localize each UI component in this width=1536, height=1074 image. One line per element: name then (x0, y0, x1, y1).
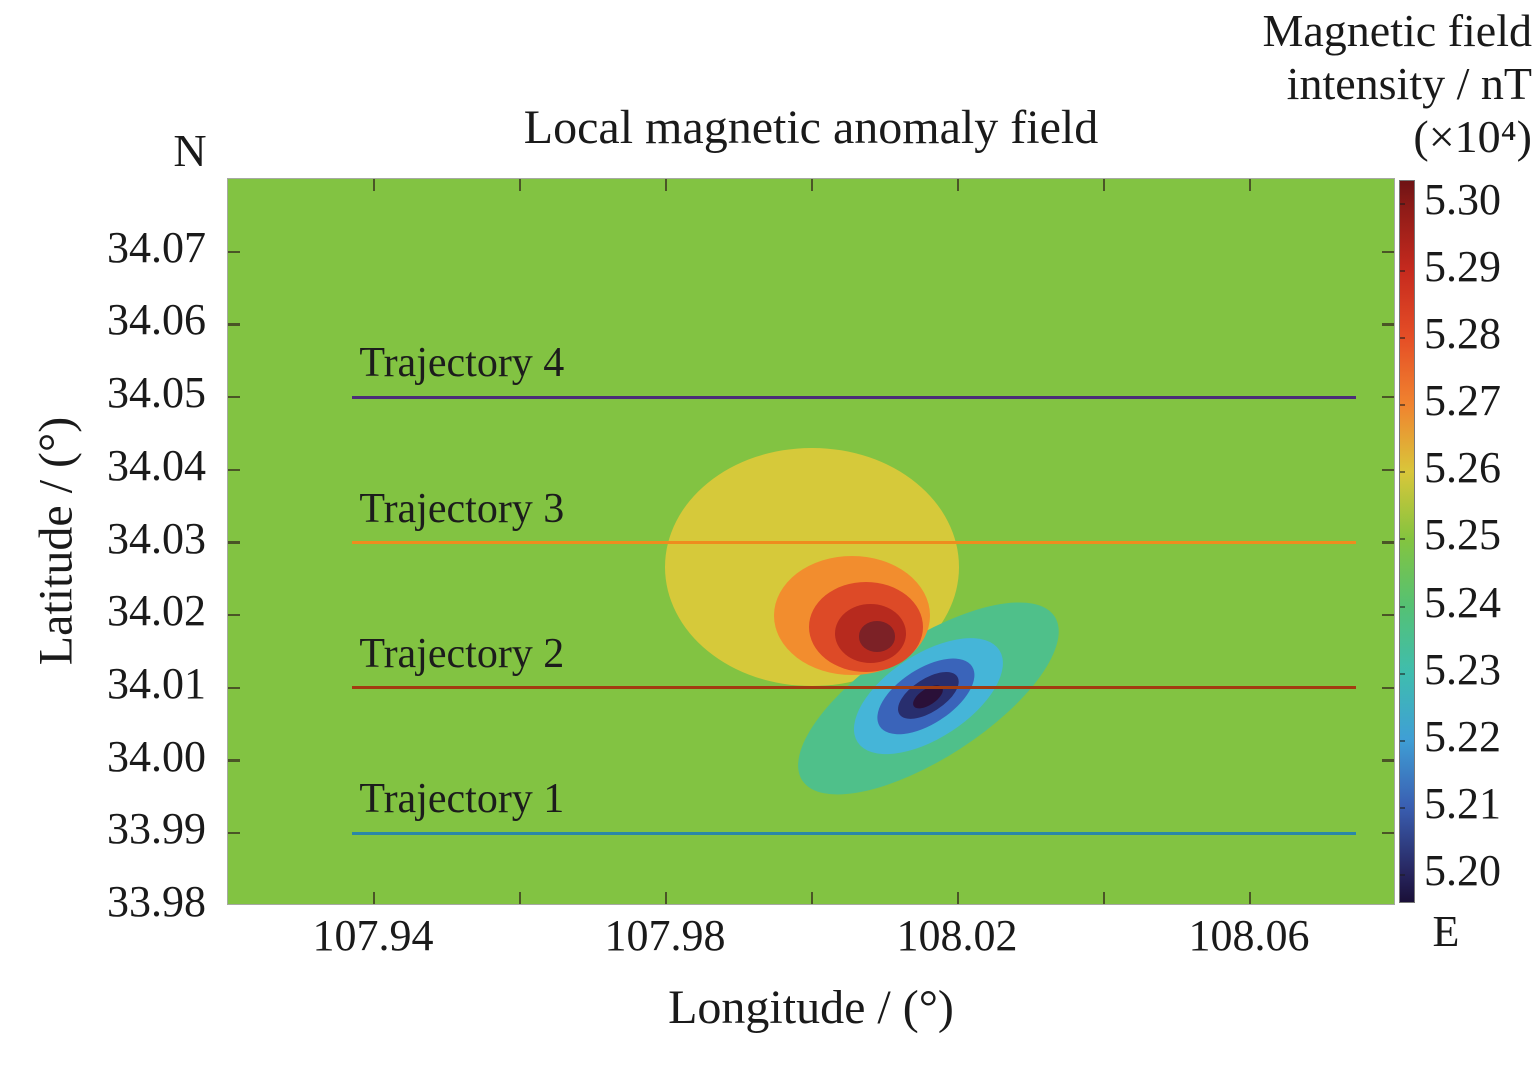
y-tick-label: 34.02 (107, 586, 206, 636)
trajectory-label-3: Trajectory 3 (359, 485, 565, 532)
y-tick-label: 34.04 (107, 440, 206, 490)
x-axis-title: Longitude / (°) (668, 981, 954, 1034)
x-tick-top (518, 179, 522, 191)
colorbar-tick (1400, 807, 1405, 809)
x-tick-bottom (1102, 892, 1106, 904)
x-tick-label: 108.02 (896, 911, 1018, 960)
y-tick-right (1382, 250, 1394, 253)
y-tick-right (1382, 395, 1394, 399)
y-tick-left (228, 541, 240, 544)
y-tick-label: 34.03 (107, 513, 206, 563)
colorbar-tick-label: 5.26 (1424, 443, 1501, 493)
y-tick-left (228, 250, 240, 253)
y-tick-right (1382, 832, 1394, 835)
colorbar-tick-label: 5.22 (1424, 711, 1501, 761)
colorbar-tick (1400, 538, 1405, 541)
colorbar-tick-label: 5.20 (1424, 846, 1501, 896)
colorbar-tick-label: 5.25 (1424, 510, 1501, 560)
y-tick-right (1382, 759, 1394, 762)
trajectory-line-1 (352, 831, 1356, 835)
colorbar-title-line1: Magnetic field (1262, 5, 1532, 56)
x-tick-bottom (810, 892, 814, 904)
east-compass-label: E (1432, 907, 1460, 956)
x-tick-top (1102, 179, 1106, 191)
y-tick-label: 34.01 (107, 658, 206, 708)
x-tick-bottom (956, 892, 960, 904)
x-tick-bottom (1248, 892, 1252, 904)
trajectory-label-2: Trajectory 2 (359, 630, 565, 677)
y-tick-left (228, 686, 240, 690)
x-tick-label: 107.94 (312, 911, 434, 960)
y-tick-right (1382, 468, 1394, 471)
colorbar-tick-label: 5.21 (1424, 779, 1501, 828)
y-tick-label: 33.99 (107, 804, 206, 854)
colorbar-tick-label: 5.24 (1424, 577, 1501, 627)
colorbar-tick-label: 5.29 (1424, 241, 1501, 291)
x-tick-top (956, 179, 960, 191)
trajectory-line-2 (352, 686, 1356, 690)
x-tick-top (372, 179, 376, 191)
colorbar-tick (1400, 739, 1405, 742)
trajectory-line-3 (352, 541, 1356, 544)
colorbar-tick (1400, 202, 1405, 205)
y-tick-label: 34.05 (107, 368, 206, 418)
y-tick-right (1382, 686, 1394, 690)
x-tick-top (664, 179, 668, 191)
colorbar-title-line2: intensity / nT (1286, 58, 1532, 109)
colorbar-tick-label: 5.30 (1424, 174, 1501, 224)
y-tick-label: 33.98 (107, 877, 206, 926)
x-tick-bottom (664, 892, 668, 904)
y-tick-left (228, 614, 240, 617)
colorbar-tick (1400, 605, 1405, 608)
north-compass-label: N (173, 125, 207, 176)
y-tick-label: 34.07 (107, 222, 206, 272)
y-tick-right (1382, 541, 1394, 544)
colorbar-tick (1400, 874, 1405, 877)
trajectory-label-1: Trajectory 1 (359, 776, 565, 823)
x-tick-top (1248, 179, 1252, 191)
trajectory-label-4: Trajectory 4 (359, 340, 565, 387)
chart-title: Local magnetic anomaly field (523, 101, 1099, 154)
x-tick-top (810, 179, 814, 191)
y-tick-left (228, 759, 240, 762)
y-tick-label: 34.06 (107, 295, 206, 345)
y-tick-right (1382, 614, 1394, 617)
x-tick-label: 107.98 (604, 911, 726, 960)
y-tick-right (1382, 323, 1394, 326)
colorbar-tick-label: 5.28 (1424, 309, 1501, 359)
x-tick-label: 108.06 (1188, 911, 1310, 960)
colorbar-tick (1400, 404, 1405, 407)
colorbar-title: Magnetic field intensity / nT (×10⁴) (1262, 4, 1532, 163)
colorbar-tick (1400, 672, 1405, 675)
colorbar-tick (1400, 471, 1405, 474)
colorbar-tick-label: 5.27 (1424, 376, 1501, 426)
y-tick-label: 34.00 (107, 731, 206, 781)
colorbar-title-line3: (×10⁴) (1413, 111, 1532, 162)
colorbar (1399, 180, 1415, 903)
plot-area: Trajectory 4 Trajectory 3 Trajectory 2 Traj… (227, 178, 1395, 905)
y-tick-left (228, 832, 240, 835)
y-tick-left (228, 323, 240, 326)
colorbar-tick (1400, 337, 1405, 340)
trajectory-line-4 (352, 395, 1356, 399)
x-tick-bottom (518, 892, 522, 904)
contour-band-positive-core-5.30 (858, 621, 896, 652)
y-tick-left (228, 395, 240, 399)
x-tick-bottom (372, 892, 376, 904)
colorbar-tick (1400, 269, 1405, 272)
y-tick-left (228, 468, 240, 471)
colorbar-tick-label: 5.23 (1424, 644, 1501, 694)
